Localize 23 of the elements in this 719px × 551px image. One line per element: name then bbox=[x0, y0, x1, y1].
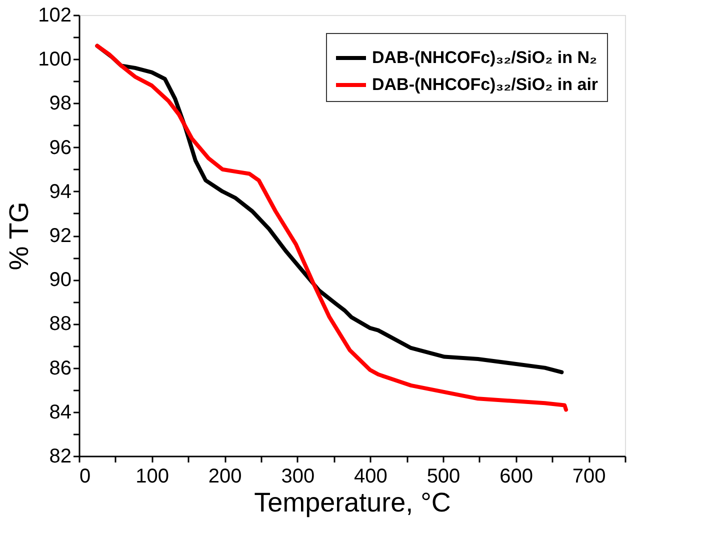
x-tick-label: 200 bbox=[208, 466, 242, 488]
x-tick-label: 100 bbox=[136, 466, 169, 488]
y-tick-label: 88 bbox=[49, 313, 72, 336]
y-tick-label: 98 bbox=[49, 92, 72, 115]
y-tick-label: 90 bbox=[49, 269, 72, 292]
y-tick-label: 94 bbox=[49, 180, 72, 203]
x-tick-label: 600 bbox=[500, 466, 533, 488]
x-axis-title: Temperature, °C bbox=[254, 488, 451, 518]
y-tick-label: 82 bbox=[49, 446, 72, 468]
y-tick-label: 102 bbox=[38, 4, 72, 26]
y-tick-label: 100 bbox=[38, 48, 72, 71]
x-tick-label: 0 bbox=[80, 466, 91, 488]
legend-label: DAB-(NHCOFc)₃₂/SiO₂ in air bbox=[372, 75, 598, 94]
y-axis-title: % TG bbox=[4, 202, 34, 270]
legend-label: DAB-(NHCOFc)₃₂/SiO₂ in N₂ bbox=[372, 48, 598, 67]
x-tick-label: 500 bbox=[426, 466, 460, 488]
y-tick-label: 84 bbox=[49, 401, 72, 424]
y-tick-label: 86 bbox=[49, 357, 72, 380]
x-tick-label: 400 bbox=[354, 466, 388, 488]
x-tick-label: 300 bbox=[281, 466, 315, 488]
x-tick-label: 700 bbox=[572, 466, 606, 488]
y-tick-label: 96 bbox=[49, 136, 72, 159]
y-tick-label: 92 bbox=[49, 225, 72, 247]
